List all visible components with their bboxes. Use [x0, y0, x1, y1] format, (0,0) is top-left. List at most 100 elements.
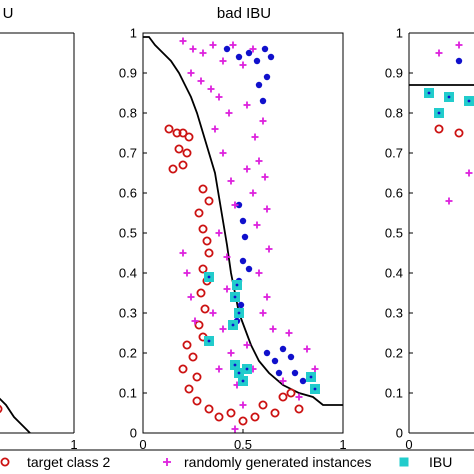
data-point-class-1	[275, 369, 283, 377]
data-point-target-class-2	[204, 196, 214, 206]
data-point-ibu	[234, 308, 244, 318]
data-point-ibu	[464, 96, 474, 106]
legend-label-random-instances: randomly generated instances	[184, 454, 372, 470]
data-point-target-class-2	[164, 124, 174, 134]
data-point-random-instance	[243, 341, 251, 349]
y-tick-label: 0.5	[385, 226, 403, 241]
data-point-random-instance	[263, 293, 271, 301]
panel-right-marks	[409, 41, 474, 205]
data-point-random-instance	[255, 269, 263, 277]
panel-bad-ibu-title: bad IBU	[217, 5, 271, 22]
data-point-ibu	[228, 320, 238, 330]
data-point-random-instance	[243, 101, 251, 109]
data-point-target-class-2	[194, 208, 204, 218]
data-point-random-instance	[223, 253, 231, 261]
data-point-target-class-2	[198, 264, 208, 274]
y-tick-label: 1	[130, 26, 137, 41]
data-point-random-instance	[251, 133, 259, 141]
x-tick-label: 1	[70, 437, 77, 452]
data-point-class-1	[455, 57, 463, 65]
y-tick-label: 0.1	[119, 386, 137, 401]
data-point-random-instance	[259, 117, 267, 125]
y-tick-label: 0.3	[385, 306, 403, 321]
data-point-random-instance	[255, 157, 263, 165]
y-tick-label: 0.6	[385, 186, 403, 201]
y-tick-label: 0.6	[119, 186, 137, 201]
data-point-random-instance	[243, 165, 251, 173]
data-point-target-class-2	[172, 128, 182, 138]
data-point-class-1	[267, 53, 275, 61]
data-point-random-instance	[455, 41, 463, 49]
data-point-target-class-2	[214, 412, 224, 422]
data-point-random-instance	[253, 221, 261, 229]
data-point-random-instance	[465, 169, 473, 177]
panel-left-title: U	[3, 5, 14, 22]
y-tick-label: 0.4	[119, 266, 137, 281]
data-point-class-1	[245, 265, 253, 273]
data-point-target-class-2	[178, 128, 188, 138]
data-point-target-class-2	[196, 288, 206, 298]
data-point-random-instance	[215, 229, 223, 237]
panel-bad-ibu: bad IBU 0 0.5 1 0 0.1 0.2 0.3 0.4 0.5 0.6 0.7 0.8 0.…	[119, 5, 347, 452]
data-point-class-1	[223, 45, 231, 53]
legend: target class 2 randomly generated instan…	[0, 449, 474, 470]
data-point-ibu	[230, 292, 240, 302]
data-point-target-class-2	[198, 224, 208, 234]
data-point-random-instance	[227, 177, 235, 185]
data-point-random-instance	[179, 37, 187, 45]
data-point-target-class-2	[278, 392, 288, 402]
data-point-ibu	[444, 92, 454, 102]
panel-left: U 1	[0, 5, 78, 452]
data-point-ibu	[434, 108, 444, 118]
data-point-target-class-2	[202, 236, 212, 246]
data-point-target-class-2	[454, 128, 464, 138]
data-point-random-instance	[249, 45, 257, 53]
data-point-random-instance	[209, 41, 217, 49]
data-point-random-instance	[303, 345, 311, 353]
panel-bad-ibu-ticks: 0 0.5 1 0 0.1 0.2 0.3 0.4 0.5 0.6 0.7 0.8 0.9 1	[119, 26, 347, 453]
data-point-target-class-2	[182, 148, 192, 158]
data-point-ibu	[424, 88, 434, 98]
data-point-class-1	[241, 233, 249, 241]
data-point-ibu	[242, 364, 252, 374]
data-point-target-class-2	[178, 364, 188, 374]
data-point-class-1	[255, 81, 263, 89]
panel-left-ticks: 1	[70, 429, 78, 452]
data-point-class-1	[237, 301, 245, 309]
data-point-random-instance	[239, 401, 247, 409]
data-point-random-instance	[215, 93, 223, 101]
data-point-random-instance	[229, 41, 237, 49]
x-tick-label: 1	[339, 437, 346, 452]
data-point-target-class-2	[238, 416, 248, 426]
ibu-boundary-line	[143, 36, 343, 406]
data-point-random-instance	[259, 309, 267, 317]
data-point-random-instance	[265, 245, 273, 253]
y-tick-label: 0.9	[119, 66, 137, 81]
data-point-target-class-2	[182, 340, 192, 350]
data-point-class-1	[259, 97, 267, 105]
y-tick-label: 0	[130, 426, 137, 441]
data-point-random-instance	[215, 365, 223, 373]
data-point-random-instance	[187, 69, 195, 77]
data-point-target-class-2	[168, 164, 178, 174]
data-point-target-class-2	[286, 388, 296, 398]
data-point-random-instance	[285, 329, 293, 337]
y-tick-label: 0.8	[385, 106, 403, 121]
data-point-target-class-2	[192, 396, 202, 406]
data-point-target-class-2	[178, 160, 188, 170]
data-point-random-instance	[223, 285, 231, 293]
data-point-class-1	[239, 257, 247, 265]
legend-marker-random-instances	[163, 458, 171, 466]
data-point-target-class-2	[198, 184, 208, 194]
data-point-class-1	[287, 353, 295, 361]
data-point-target-class-2	[434, 124, 444, 134]
data-point-target-class-2	[270, 408, 280, 418]
legend-label-ibu: IBU	[429, 454, 452, 470]
data-point-ibu	[204, 336, 214, 346]
data-point-random-instance	[207, 85, 215, 93]
y-tick-label: 0.1	[385, 386, 403, 401]
y-tick-label: 0.7	[119, 146, 137, 161]
panel-right: 00 0.1 0.2 0.3 0.4 0.5 0.6 0.7 0.8 0.9 1	[385, 26, 474, 452]
data-point-class-1	[299, 377, 307, 385]
data-point-random-instance	[239, 61, 247, 69]
